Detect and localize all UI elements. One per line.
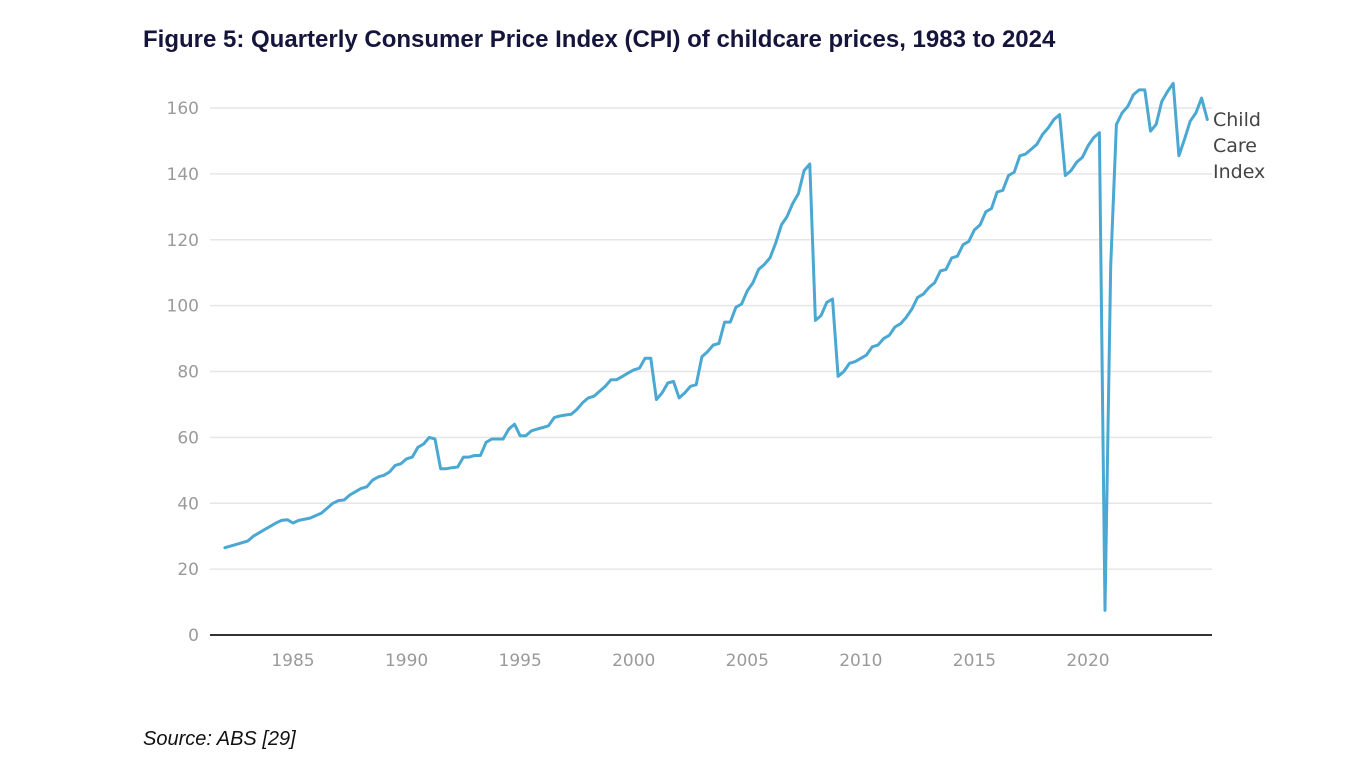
x-tick-label: 2015 [953, 651, 996, 671]
y-tick-label: 40 [177, 494, 199, 514]
source-note: Source: ABS [29] [143, 728, 296, 750]
y-tick-label: 120 [167, 231, 199, 251]
gridlines [210, 107, 1212, 570]
x-tick-label: 2020 [1066, 651, 1109, 671]
x-tick-label: 1990 [385, 651, 428, 671]
x-tick-label: 2000 [612, 651, 655, 671]
y-tick-label: 0 [188, 626, 199, 646]
x-tick-label: 1995 [499, 651, 542, 671]
y-tick-label: 140 [167, 165, 199, 185]
x-tick-label: 2005 [726, 651, 769, 671]
x-axis-ticks: 1985 1990 1995 2000 2005 2010 2015 2020 [271, 651, 1109, 671]
y-tick-label: 80 [177, 363, 199, 383]
series-line-child-care-index [223, 81, 1209, 612]
y-tick-label: 20 [177, 560, 199, 580]
y-tick-label: 160 [167, 99, 199, 119]
chart-title: Figure 5: Quarterly Consumer Price Index… [143, 26, 1056, 53]
y-tick-label: 60 [177, 428, 199, 448]
series-label-line-3: Index [1213, 161, 1265, 183]
series-label-line-1: Child [1213, 109, 1261, 131]
series-label: Child Care Index [1213, 109, 1267, 183]
series-label-line-2: Care [1213, 135, 1257, 157]
x-tick-label: 1985 [271, 651, 314, 671]
y-axis-ticks: 0 20 40 60 80 100 120 140 160 [167, 99, 199, 646]
y-tick-label: 100 [167, 297, 199, 317]
x-tick-label: 2010 [839, 651, 882, 671]
